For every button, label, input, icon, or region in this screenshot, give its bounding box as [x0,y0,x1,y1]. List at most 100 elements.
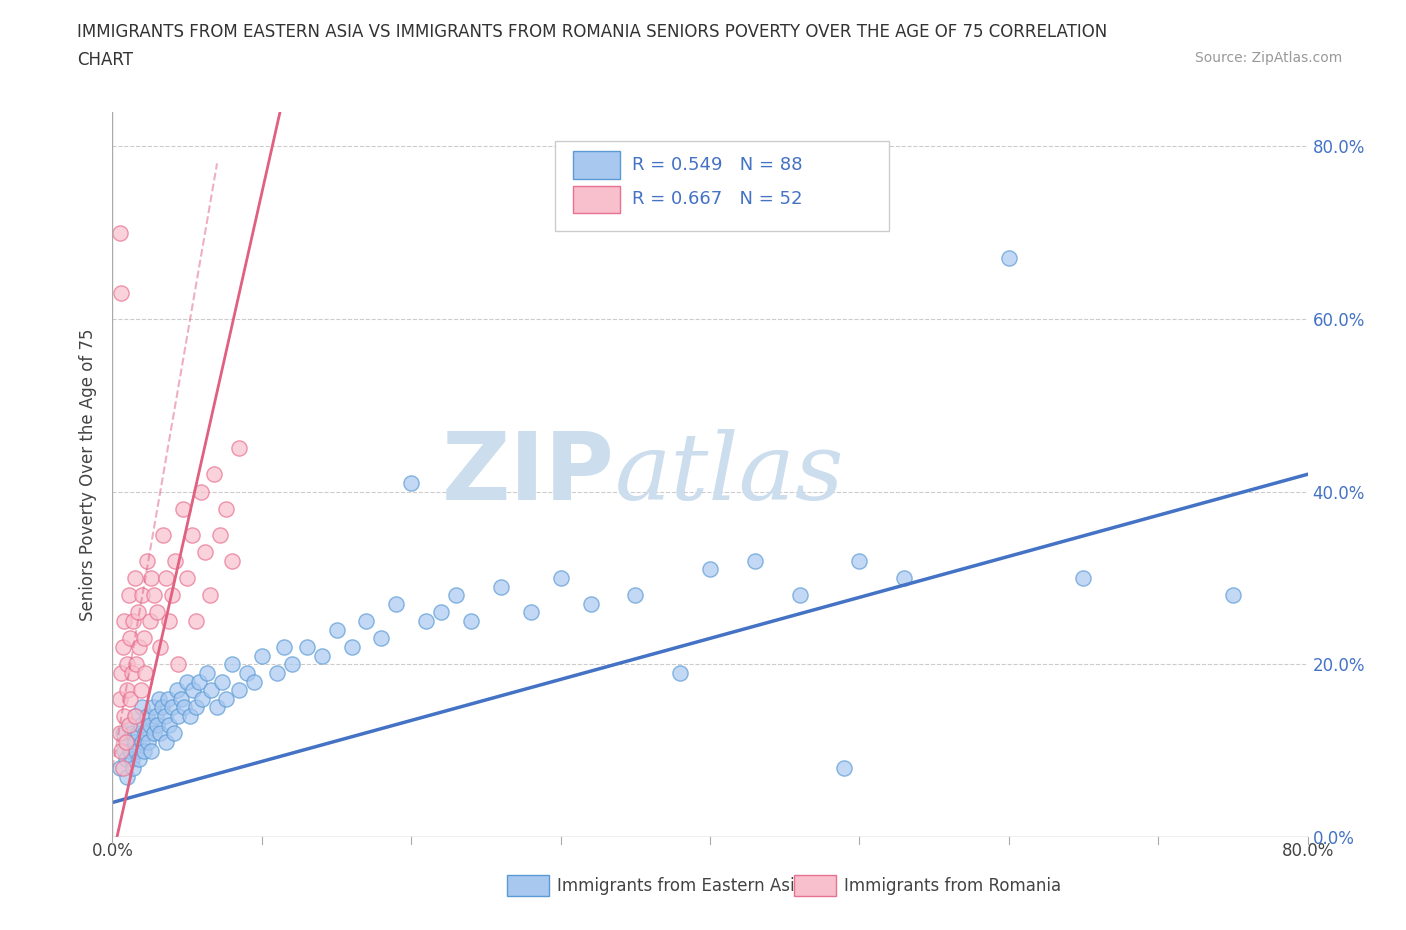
Bar [793,875,835,897]
Point [135,553,157,568]
Bar [572,152,620,179]
Point [295,640,318,655]
Point [118,717,141,732]
Point [172,501,194,516]
Point [141,743,163,758]
Point [125,743,148,758]
Point [834,761,856,776]
Point [579,596,602,611]
Point [221,553,243,568]
Point [122,614,145,629]
Text: CHART: CHART [77,51,134,69]
Point [110,666,132,681]
Point [550,570,572,585]
Point [205,700,228,715]
Point [998,251,1021,266]
Point [143,588,166,603]
Point [401,475,423,490]
Point [120,631,142,645]
Point [162,700,183,715]
Point [134,666,156,681]
Bar [572,186,620,213]
Point [132,631,155,645]
Point [157,614,180,629]
Point [143,726,166,741]
Point [893,570,915,585]
Point [125,657,148,671]
Point [215,691,238,706]
Point [176,570,198,585]
Point [111,640,134,655]
Text: ZIP: ZIP [441,429,614,520]
Point [228,683,250,698]
Point [114,614,135,629]
Point [128,640,150,655]
Text: R = 0.667   N = 52: R = 0.667 N = 52 [633,191,803,208]
Point [152,527,174,542]
Point [120,691,142,706]
Point [356,614,378,629]
Point [167,709,190,724]
Point [385,596,408,611]
Point [145,709,167,724]
Point [1073,570,1095,585]
Point [146,717,169,732]
Point [108,225,131,240]
Point [131,588,153,603]
Point [194,545,217,560]
Point [115,751,138,766]
Point [170,691,193,706]
Point [129,683,152,698]
Point [139,717,162,732]
Point [127,726,149,741]
Point [180,527,202,542]
Point [110,743,132,758]
Point [243,674,266,689]
Text: atlas: atlas [614,430,844,519]
Point [520,605,543,620]
Point [118,588,141,603]
Point [134,726,156,741]
FancyBboxPatch shape [554,140,890,232]
Point [209,527,232,542]
Bar [508,875,548,897]
Point [129,717,152,732]
Point [186,614,208,629]
Text: Source: ZipAtlas.com: Source: ZipAtlas.com [1195,51,1343,65]
Point [173,700,195,715]
Point [121,726,143,741]
Point [181,683,204,698]
Point [281,657,304,671]
Point [114,743,135,758]
Point [108,761,131,776]
Y-axis label: Seniors Poverty Over the Age of 75: Seniors Poverty Over the Age of 75 [79,328,97,620]
Point [311,648,333,663]
Point [127,605,149,620]
Point [117,735,139,750]
Point [191,691,214,706]
Text: IMMIGRANTS FROM EASTERN ASIA VS IMMIGRANTS FROM ROMANIA SENIORS POVERTY OVER THE: IMMIGRANTS FROM EASTERN ASIA VS IMMIGRAN… [77,23,1108,41]
Point [118,717,141,732]
Point [117,769,139,784]
Point [153,709,176,724]
Point [325,622,347,637]
Point [186,700,208,715]
Point [179,709,201,724]
Point [135,709,157,724]
Point [132,743,155,758]
Point [114,709,135,724]
Point [124,709,146,724]
Point [202,467,225,482]
Point [195,666,218,681]
Point [162,588,183,603]
Point [156,691,179,706]
Point [200,683,222,698]
Point [117,683,139,698]
Point [165,553,187,568]
Point [139,614,162,629]
Point [444,588,467,603]
Point [848,553,870,568]
Point [131,735,153,750]
Point [188,674,211,689]
Point [370,631,392,645]
